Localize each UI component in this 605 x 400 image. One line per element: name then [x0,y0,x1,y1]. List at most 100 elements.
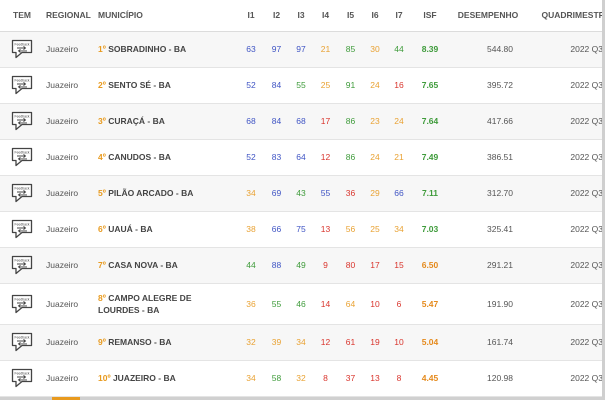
indicator-i7: 15 [394,260,404,270]
indicator-i3: 97 [296,44,306,54]
indicator-i5: 86 [345,116,356,126]
table-row: Feedback Juazeiro 1º SOBRADINHO - BA 63 … [0,31,605,67]
scrollbar-thumb[interactable] [52,397,80,400]
quadrimestre-value: 2022 Q3 [570,44,603,54]
indicator-i5: 85 [345,44,356,54]
header-regional: REGIONAL [44,0,98,32]
indicator-i4: 13 [320,224,331,234]
indicator-i2: 97 [271,44,282,54]
header-row: TEM REGIONAL MUNICÍPIO I1 I2 I3 I4 I5 I6… [0,0,605,32]
header-desempenho: DESEMPENHO [449,0,527,32]
municipio-name: CURAÇÁ - BA [108,116,165,126]
indicator-i6: 17 [370,260,380,270]
indicator-i3: 43 [296,188,306,198]
header-quadrimestre: QUADRIMESTRE [527,0,605,32]
indicator-i4: 17 [320,116,331,126]
regional-cell: Juazeiro [46,80,79,90]
feedback-cell: Feedback [0,283,44,324]
table-header: TEM REGIONAL MUNICÍPIO I1 I2 I3 I4 I5 I6… [0,0,605,32]
feedback-icon-text: Feedback [15,43,30,47]
feedback-icon[interactable]: Feedback [10,182,34,204]
rank-label: 5º [98,188,106,198]
isf-value: 7.65 [421,80,439,90]
indicator-i5: 61 [345,337,356,347]
feedback-icon[interactable]: Feedback [10,254,34,276]
feedback-icon-text: Feedback [15,187,30,191]
quadrimestre-value: 2022 Q3 [570,188,603,198]
indicator-i5: 91 [345,80,356,90]
feedback-icon-text: Feedback [15,372,30,376]
feedback-icon[interactable]: Feedback [10,293,34,315]
desempenho-value: 291.21 [487,260,513,270]
isf-value: 5.04 [421,337,439,347]
feedback-icon-text: Feedback [15,79,30,83]
table-row: Feedback Juazeiro 4º CANUDOS - BA 52 83 … [0,139,605,175]
desempenho-value: 312.70 [487,188,513,198]
regional-cell: Juazeiro [46,116,79,126]
municipio-name: UAUÁ - BA [108,224,153,234]
indicator-i4: 21 [320,44,331,54]
feedback-icon-text: Feedback [15,297,30,301]
header-isf: ISF [411,0,449,32]
table-row: Feedback Juazeiro 6º UAUÁ - BA 38 66 75 … [0,211,605,247]
horizontal-scrollbar[interactable] [0,397,605,400]
municipio-cell: 1º SOBRADINHO - BA [98,31,238,67]
municipio-cell: 4º CANUDOS - BA [98,139,238,175]
indicator-i7: 16 [394,80,404,90]
feedback-icon[interactable]: Feedback [10,74,34,96]
feedback-cell: Feedback [0,247,44,283]
regional-cell: Juazeiro [46,224,79,234]
feedback-icon-graphic: Feedback [11,111,33,131]
table-row: Feedback Juazeiro 2º SENTO SÉ - BA 52 84… [0,67,605,103]
feedback-icon-graphic: Feedback [11,294,33,313]
indicator-i7: 24 [394,116,404,126]
header-tem: TEM [0,0,44,32]
desempenho-value: 417.66 [487,116,513,126]
feedback-icon-graphic: Feedback [11,255,33,275]
feedback-icon-graphic: Feedback [11,332,33,352]
table-row: Feedback Juazeiro 8º CAMPO ALEGRE DE LOU… [0,283,605,324]
indicator-i6: 19 [370,337,380,347]
rank-label: 7º [98,260,106,270]
indicator-i1: 38 [246,224,256,234]
feedback-icon[interactable]: Feedback [10,110,34,132]
indicator-i2: 66 [271,224,282,234]
rank-label: 9º [98,337,106,347]
feedback-icon-text: Feedback [15,223,30,227]
feedback-icon[interactable]: Feedback [10,146,34,168]
desempenho-value: 544.80 [487,44,513,54]
indicator-i1: 34 [246,188,256,198]
indicator-i3: 46 [296,298,306,309]
regional-cell: Juazeiro [46,44,79,54]
indicator-i7: 21 [394,152,404,162]
indicator-i1: 68 [246,116,256,126]
municipio-cell: 5º PILÃO ARCADO - BA [98,175,238,211]
feedback-cell: Feedback [0,211,44,247]
feedback-cell: Feedback [0,360,44,396]
indicator-i4: 9 [323,260,328,270]
regional-cell: Juazeiro [46,337,79,347]
desempenho-value: 395.72 [487,80,513,90]
feedback-icon[interactable]: Feedback [10,367,34,389]
indicator-i3: 64 [296,152,306,162]
municipio-name: CASA NOVA - BA [108,260,178,270]
table-body: Feedback Juazeiro 1º SOBRADINHO - BA 63 … [0,31,605,396]
municipio-name: SENTO SÉ - BA [108,80,171,90]
feedback-icon[interactable]: Feedback [10,218,34,240]
feedback-icon[interactable]: Feedback [10,331,34,353]
indicator-i6: 29 [370,188,380,198]
feedback-icon[interactable]: Feedback [10,38,34,60]
desempenho-value: 161.74 [487,337,513,347]
indicator-i6: 24 [370,80,380,90]
feedback-cell: Feedback [0,139,44,175]
feedback-icon-graphic: Feedback [11,75,33,95]
indicator-i5: 37 [345,373,356,383]
table-row: Feedback Juazeiro 3º CURAÇÁ - BA 68 84 6… [0,103,605,139]
scroll-edge [602,0,605,400]
indicator-i6: 23 [370,116,380,126]
indicator-i4: 8 [323,373,328,383]
indicator-i1: 32 [246,337,256,347]
desempenho-value: 191.90 [487,298,513,309]
indicator-i3: 75 [296,224,306,234]
